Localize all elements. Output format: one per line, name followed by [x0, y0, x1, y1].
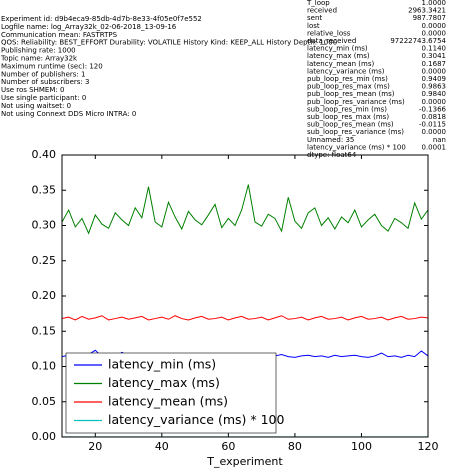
legend-label: latency_min (ms)	[108, 357, 216, 372]
info-key: pub_loop_res_max (ms)	[307, 83, 390, 91]
info-value: -0.1366	[419, 105, 447, 113]
info-value: 97222743.6754	[390, 37, 446, 45]
info-value: 0.0000	[422, 22, 447, 30]
info-value: 2963.3421	[408, 7, 446, 15]
header-line: Topic name: Array32k	[0, 55, 78, 63]
x-tick-label: 40	[155, 440, 169, 453]
y-tick-label: 0.40	[32, 148, 57, 161]
info-key: pub_loop_res_min (ms)	[307, 75, 388, 83]
info-key: sub_loop_res_min (ms)	[307, 105, 387, 113]
info-value: 0.9840	[422, 90, 447, 98]
info-value: 0.1687	[422, 60, 447, 68]
info-key: latency_min (ms)	[307, 45, 368, 53]
info-value: -0.0115	[419, 121, 446, 129]
info-value: 0.9409	[422, 75, 447, 83]
header-line: QOS: Reliability: BEST_EFFORT Durability…	[1, 39, 337, 47]
header-line: Use single participant: 0	[1, 94, 86, 102]
header-line: Not using Connext DDS Micro INTRA: 0	[1, 110, 136, 118]
info-key: latency_variance (ms) * 100	[307, 143, 406, 151]
info-value: 0.0001	[422, 143, 447, 151]
y-tick-label: 0.20	[32, 289, 57, 302]
info-value: 0.0000	[422, 128, 447, 136]
info-key: data_received	[307, 37, 356, 45]
info-value: 0.0000	[422, 67, 447, 75]
header-line: Logfile name: log_Array32k_02-06-2018_13…	[1, 23, 177, 31]
y-tick-label: 0.35	[32, 183, 57, 196]
header-line: Number of subscribers: 3	[1, 78, 89, 86]
info-key: pub_loop_res_variance (ms)	[307, 98, 405, 106]
y-tick-label: 0.30	[32, 219, 57, 232]
legend-label: latency_mean (ms)	[108, 394, 228, 409]
info-key: latency_mean (ms)	[307, 60, 374, 68]
info-value: 0.0000	[422, 29, 447, 37]
data-line	[62, 315, 428, 321]
y-tick-label: 0.10	[32, 360, 57, 373]
y-tick-label: 0.05	[32, 395, 57, 408]
info-key: sent	[307, 14, 322, 22]
y-tick-label: 0.00	[32, 430, 57, 443]
info-key: pub_loop_res_mean (ms)	[307, 90, 395, 98]
x-tick-label: 20	[88, 440, 102, 453]
data-line	[62, 184, 428, 235]
info-value: nan	[433, 136, 446, 144]
info-key: sub_loop_res_max (ms)	[307, 113, 389, 121]
info-value: 1.0000	[422, 0, 447, 7]
legend-box	[65, 352, 277, 434]
header-line: Maximum runtime (sec): 120	[1, 62, 103, 70]
info-value: 0.3041	[422, 52, 447, 60]
legend-label: latency_variance (ms) * 100	[108, 412, 284, 427]
info-value: 987.7807	[413, 14, 446, 22]
info-key: T_loop	[306, 0, 330, 7]
x-axis-label: T_experiment	[206, 455, 283, 468]
header-line: Experiment id: d9b4eca9-85db-4d7b-8e33-4…	[1, 15, 202, 23]
x-tick-label: 60	[221, 440, 235, 453]
x-tick-label: 120	[418, 440, 439, 453]
info-key: sub_loop_res_variance (ms)	[307, 128, 404, 136]
info-key: latency_max (ms)	[307, 52, 370, 60]
header-line: Number of publishers: 1	[1, 70, 85, 78]
info-key: received	[307, 7, 337, 15]
info-key: relative_loss	[307, 29, 351, 37]
info-key: latency_variance (ms)	[307, 67, 385, 75]
header-line: Not using waitset: 0	[1, 102, 71, 110]
info-key: lost	[307, 22, 320, 30]
x-tick-label: 80	[288, 440, 302, 453]
y-tick-label: 0.15	[32, 324, 57, 337]
header-line: Publishing rate: 1000	[1, 47, 76, 55]
legend-label: latency_max (ms)	[108, 375, 220, 390]
x-tick-label: 100	[351, 440, 372, 453]
info-value: 0.0818	[422, 113, 447, 121]
header-line: Use ros SHMEM: 0	[1, 86, 64, 94]
info-value: 0.9863	[422, 83, 447, 91]
plot-frame	[61, 154, 429, 438]
header-line: Communication mean: FASTRTPS	[1, 31, 118, 39]
info-value: 0.1140	[422, 45, 447, 53]
info-value: 0.0000	[422, 98, 447, 106]
info-key: Unnamed: 35	[307, 136, 354, 144]
y-tick-label: 0.25	[32, 254, 57, 267]
info-key: sub_loop_res_mean (ms)	[307, 121, 394, 129]
